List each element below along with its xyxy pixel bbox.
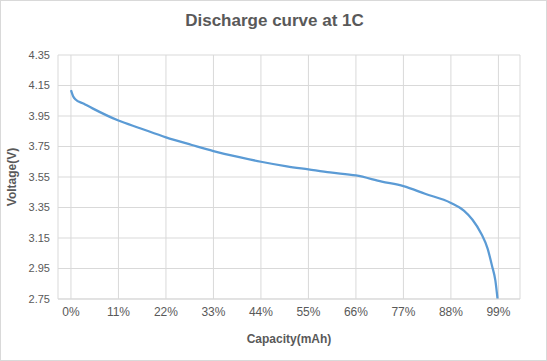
svg-text:3.95: 3.95: [29, 110, 50, 122]
svg-text:55%: 55%: [296, 305, 320, 319]
svg-text:88%: 88%: [439, 305, 463, 319]
html-text:Discharge curve at 1C: Discharge curve at 1C: [185, 11, 364, 30]
svg-text:Voltage(V): Voltage(V): [8, 148, 19, 206]
svg-text:0%: 0%: [62, 305, 80, 319]
svg-text:4.15: 4.15: [29, 79, 50, 91]
svg-text:2.75: 2.75: [29, 293, 50, 305]
svg-text:44%: 44%: [249, 305, 273, 319]
svg-text:3.75: 3.75: [29, 140, 50, 152]
svg-text:22%: 22%: [154, 305, 178, 319]
svg-text:3.35: 3.35: [29, 201, 50, 213]
svg-text:66%: 66%: [344, 305, 368, 319]
svg-text:33%: 33%: [201, 305, 225, 319]
svg-text:3.15: 3.15: [29, 232, 50, 244]
svg-text:3.55: 3.55: [29, 171, 50, 183]
svg-text:4.35: 4.35: [29, 49, 50, 61]
svg-text:2.95: 2.95: [29, 262, 50, 274]
svg-text:Capacity(mAh): Capacity(mAh): [247, 332, 332, 346]
svg-text:99%: 99%: [486, 305, 510, 319]
svg-text:77%: 77%: [391, 305, 415, 319]
svg-text:11%: 11%: [107, 305, 130, 319]
